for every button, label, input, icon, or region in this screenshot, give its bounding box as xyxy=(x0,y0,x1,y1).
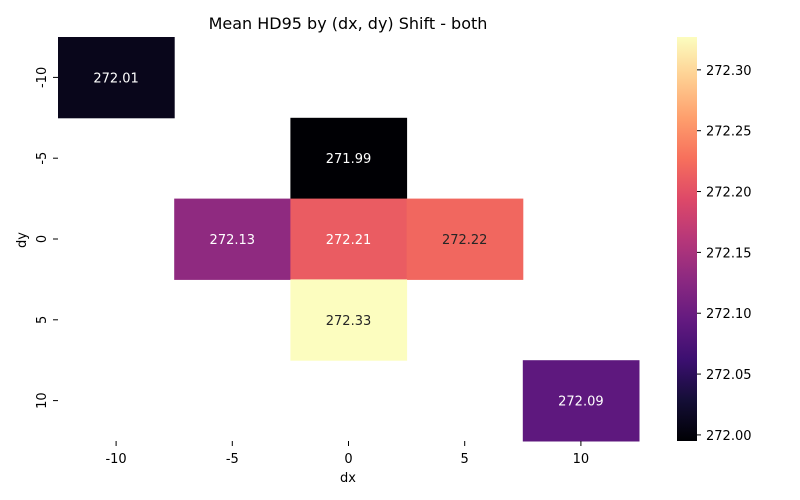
colorbar xyxy=(677,37,697,441)
y-tick-label: 0 xyxy=(35,235,50,243)
x-tick-label: -10 xyxy=(105,452,126,467)
heatmap-cell xyxy=(290,198,408,280)
chart-title: Mean HD95 by (dx, dy) Shift - both xyxy=(209,14,488,33)
x-tick-label: 5 xyxy=(461,452,469,467)
x-axis-label: dx xyxy=(340,471,356,486)
heatmap-cell xyxy=(290,279,408,361)
heatmap-cells: 272.01 271.99 272.13 272.21 272.22 272.33 272.… xyxy=(58,37,640,442)
cell-value-label: 272.21 xyxy=(326,233,372,248)
heatmap-cell xyxy=(406,198,524,280)
heatmap-cell xyxy=(58,37,175,119)
colorbar-tick-label: 272.05 xyxy=(706,368,752,383)
y-tick-label: 10 xyxy=(35,392,50,409)
x-tick-label: 10 xyxy=(573,452,590,467)
colorbar-tick-label: 272.00 xyxy=(706,429,752,444)
colorbar-ticks: 272.00 272.05 272.10 272.15 272.20 272.25 272.… xyxy=(697,64,752,444)
y-tick-label: -10 xyxy=(35,67,50,88)
cell-value-label: 272.09 xyxy=(558,395,604,410)
y-axis-label: dy xyxy=(15,232,30,248)
x-tick-label: -5 xyxy=(226,452,239,467)
colorbar-tick-label: 272.10 xyxy=(706,307,752,322)
cell-value-label: 272.22 xyxy=(442,233,488,248)
heatmap-cell xyxy=(174,198,291,280)
x-axis-ticks: -10 -5 0 5 10 xyxy=(105,441,589,467)
colorbar-tick-label: 272.25 xyxy=(706,125,752,140)
y-tick-label: -5 xyxy=(35,152,50,165)
heatmap-cell xyxy=(290,117,408,200)
colorbar-tick-label: 272.20 xyxy=(706,186,752,201)
colorbar-tick-label: 272.30 xyxy=(706,64,752,79)
cell-value-label: 272.01 xyxy=(93,71,139,86)
cell-value-label: 272.13 xyxy=(210,233,256,248)
cell-value-label: 271.99 xyxy=(326,152,372,167)
x-tick-label: 0 xyxy=(344,452,352,467)
heatmap-cell xyxy=(522,360,640,442)
cell-value-label: 272.33 xyxy=(326,314,372,329)
y-tick-label: 5 xyxy=(35,316,50,324)
colorbar-tick-label: 272.15 xyxy=(706,246,752,261)
y-axis-ticks: -10 -5 0 5 10 xyxy=(35,67,58,409)
